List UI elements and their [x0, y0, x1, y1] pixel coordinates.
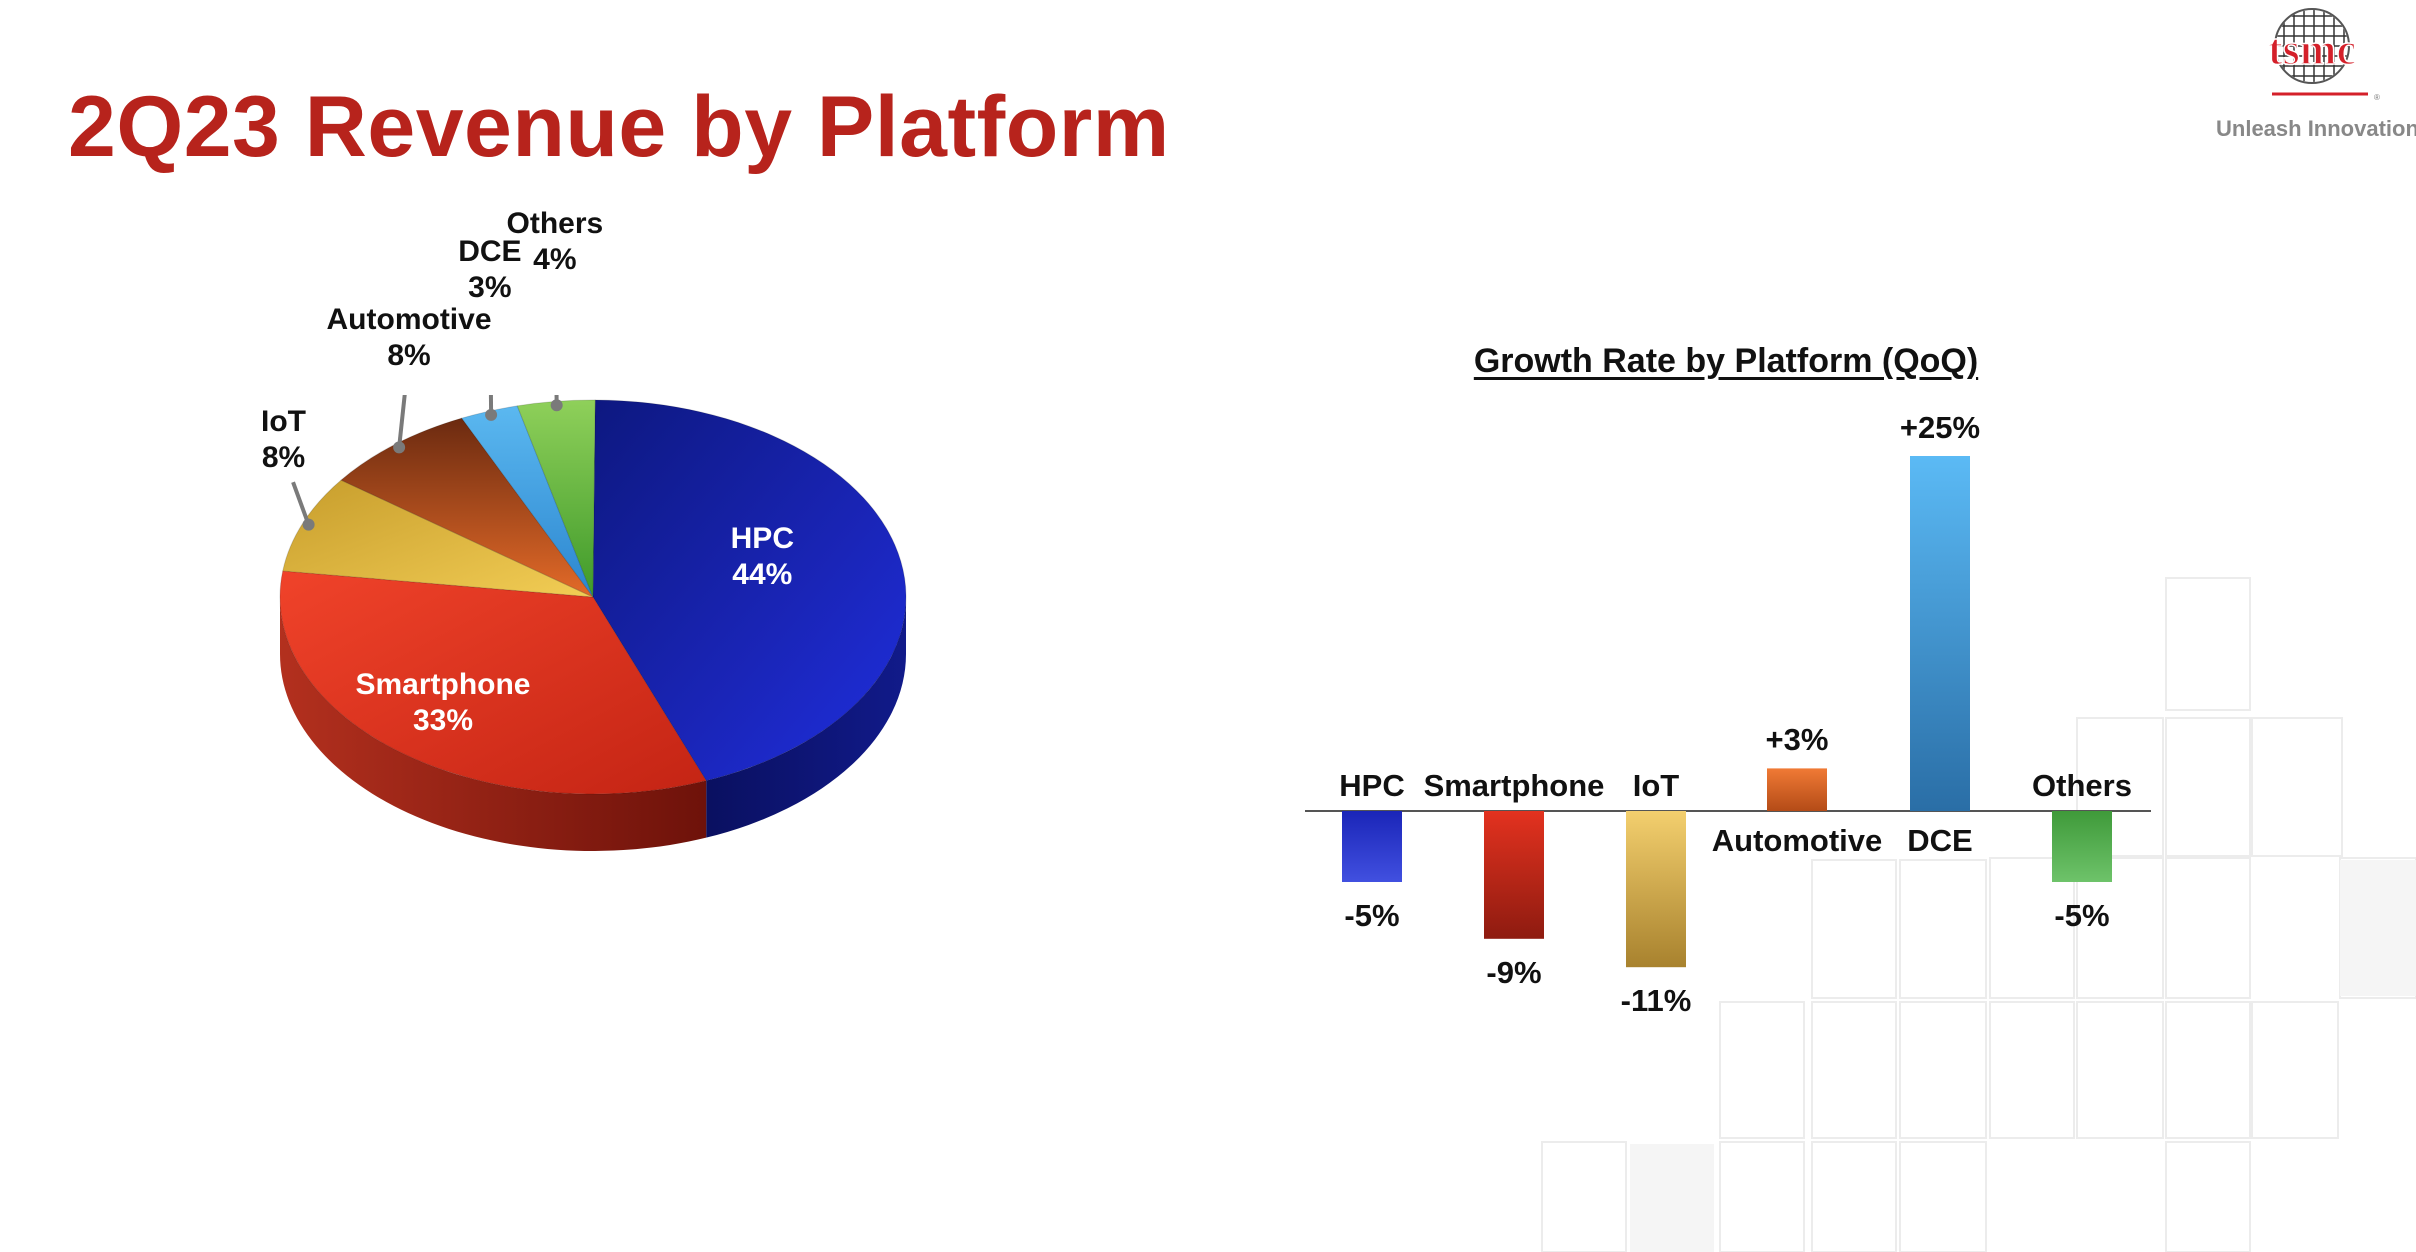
bar-automotive [1767, 768, 1827, 811]
bar-others [2052, 811, 2112, 882]
pie-label-others: Others 4% [506, 206, 603, 278]
pie-label-name: DCE [458, 234, 522, 268]
pie-side-walls [280, 597, 906, 851]
pie-label-name: Automotive [326, 303, 492, 336]
pie-label-iot: IoT 8% [261, 404, 306, 476]
bar-dce [1910, 456, 1970, 811]
pie-label-hpc: HPC 44% [731, 521, 794, 593]
leader-dot-automotive [393, 441, 406, 454]
pie-label-name: Others [506, 207, 604, 241]
pie-slices [279, 399, 907, 795]
bar-value-dce: +25% [1899, 410, 1981, 445]
bar-value-hpc: -5% [1344, 898, 1400, 933]
growth-chart-title: Growth Rate by Platform (QoQ) [1473, 342, 1979, 380]
brand-tagline: Unleash Innovation [2216, 116, 2416, 141]
bar-value-iot: -11% [1620, 983, 1692, 1019]
bar-value-smartphone: -9% [1486, 954, 1542, 990]
pie-slice-smartphone [279, 570, 707, 795]
pie-label-value: 44% [732, 558, 793, 592]
growth-rate-bar-chart [1305, 456, 2151, 968]
leader-dot-iot [302, 518, 315, 531]
bar-category-others: Others [2032, 768, 2132, 803]
pie-label-smartphone: Smartphone 33% [355, 667, 530, 739]
bar-hpc [1342, 811, 1402, 882]
pie-label-value: 4% [533, 243, 577, 277]
bar-category-automotive: Automotive [1711, 823, 1883, 858]
pie-label-value: 3% [468, 270, 512, 304]
bar-iot [1626, 811, 1686, 968]
pie-side-smartphone [280, 597, 707, 851]
leader-line-dce [488, 395, 494, 415]
pie-label-value: 8% [387, 339, 431, 372]
bar-smartphone [1484, 811, 1544, 939]
pie-label-automotive: Automotive 8% [327, 302, 492, 374]
pie-label-value: 8% [261, 441, 306, 475]
bar-value-automotive: +3% [1765, 722, 1829, 758]
pie-leader-lines [291, 395, 563, 531]
pie-label-value: 33% [412, 703, 473, 737]
bar-category-hpc: HPC [1339, 768, 1405, 803]
bar-category-dce: DCE [1907, 823, 1973, 858]
svg-text:®: ® [2374, 93, 2380, 102]
pie-label-name: HPC [730, 522, 794, 556]
bar-category-iot: IoT [1632, 768, 1680, 803]
leader-dot-others [550, 399, 563, 412]
page-title: 2Q23 Revenue by Platform [68, 79, 1170, 175]
pie-slice-hpc [592, 399, 907, 782]
logo-wordmark: tsmc [2268, 25, 2356, 74]
pie-label-name: IoT [261, 405, 307, 439]
pie-label-name: Smartphone [355, 667, 531, 701]
pie-side-hpc [706, 597, 906, 838]
bar-category-smartphone: Smartphone [1423, 768, 1605, 803]
leader-dot-dce [485, 408, 498, 421]
leader-line-iot [291, 481, 311, 526]
leader-line-automotive [397, 395, 407, 448]
bar-value-others: -5% [2054, 898, 2110, 933]
platform-revenue-pie-chart [279, 395, 907, 851]
pie-label-dce: DCE 3% [458, 234, 521, 306]
tsmc-logo: tsmc ® [2267, 8, 2380, 102]
bar-series [1342, 456, 2112, 968]
